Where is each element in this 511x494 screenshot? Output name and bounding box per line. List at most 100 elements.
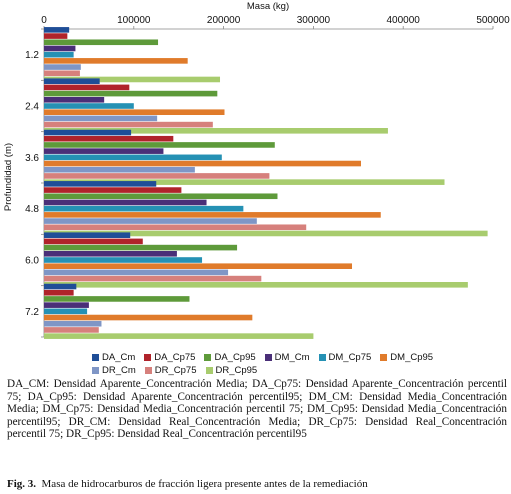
bar-da-cp95-2-4	[44, 90, 218, 97]
x-tick-label: 300000	[297, 15, 331, 26]
y-tick-label: 7.2	[25, 307, 39, 318]
x-axis-ticks: 0 100000 200000 300000 400000 500000	[41, 15, 510, 29]
bar-dr-cp95-3-6	[44, 179, 445, 185]
bar-dr-cm-2-4	[44, 115, 158, 122]
y-axis-title: Profundidad (m)	[3, 143, 14, 211]
bar-dm-cp75-2-4	[44, 103, 134, 109]
bar-dr-cp75-2-4	[44, 121, 213, 128]
legend-label: DR_Cp75	[154, 365, 197, 376]
x-tick-label: 100000	[117, 15, 151, 26]
bar-dr-cp95-4-8	[44, 230, 488, 237]
bar-da-cp95-4-8	[44, 193, 278, 200]
bar-dr-cp75-1-2	[44, 70, 80, 77]
bar-dr-cm-3-6	[44, 166, 195, 173]
bar-dr-cp75-6-0	[44, 275, 262, 282]
legend-item: DM_Cp75	[318, 351, 372, 364]
legend-item: DR_Cp75	[144, 364, 197, 377]
legend-label: DM_Cp75	[328, 352, 372, 363]
bar-da-cp95-7-2	[44, 296, 190, 302]
bar-chart: Masa (kg) 0 100000 200000 300000 400000 50000…	[3, 1, 510, 339]
x-tick-label: 0	[41, 15, 47, 26]
legend-label: DM_Cp95	[390, 352, 434, 363]
bar-da-cp75-7-2	[44, 289, 74, 296]
legend-label: DA_Cp75	[154, 352, 196, 363]
bar-dm-cm-6-0	[44, 251, 177, 257]
legend-label: DM_Cm	[274, 352, 310, 363]
bar-dr-cp95-7-2	[44, 333, 314, 339]
bar-dm-cm-3-6	[44, 148, 164, 154]
bar-da-cm-3-6	[44, 129, 132, 136]
bar-dr-cp75-4-8	[44, 224, 307, 231]
bar-dm-cm-7-2	[44, 302, 89, 308]
bar-da-cp75-2-4	[44, 84, 130, 91]
bar-dm-cp95-1-2	[44, 58, 188, 64]
legend-item: DA_Cp95	[204, 351, 256, 364]
legend-swatch	[380, 354, 388, 361]
figure-text: Masa de hidrocarburos de fracción ligera…	[41, 478, 368, 490]
x-axis-title: Masa (kg)	[247, 1, 289, 12]
legend-item: DM_Cm	[264, 351, 310, 364]
bar-da-cm-1-2	[44, 27, 70, 33]
bar-da-cm-7-2	[44, 283, 77, 290]
bar-da-cp95-1-2	[44, 39, 159, 46]
bar-dr-cm-6-0	[44, 269, 229, 276]
legend-swatch	[92, 367, 99, 374]
legend-swatch	[204, 354, 212, 361]
legend-swatch	[318, 354, 326, 361]
legend-label: DR_Cm	[102, 365, 136, 376]
bar-dm-cp75-4-8	[44, 205, 244, 212]
figure-label: Fig. 3.	[7, 478, 37, 490]
legend-swatch	[144, 367, 152, 374]
bar-da-cp75-3-6	[44, 135, 174, 142]
bar-dr-cp95-2-4	[44, 128, 388, 134]
legend-item: DM_Cp95	[380, 351, 433, 364]
legend-label: DR_Cp95	[215, 365, 258, 376]
bar-dr-cm-1-2	[44, 64, 81, 70]
y-tick-label: 6.0	[25, 256, 39, 267]
bar-da-cp75-4-8	[44, 187, 182, 193]
legend-swatch	[92, 354, 99, 361]
bar-dm-cm-2-4	[44, 97, 105, 103]
bar-dm-cp75-7-2	[44, 308, 88, 315]
legend-item: DR_Cm	[92, 364, 136, 377]
bar-dm-cp95-3-6	[44, 160, 361, 167]
caption-text: DA_CM: Densidad Aparente_Concentración M…	[7, 378, 507, 441]
bar-da-cp75-1-2	[44, 33, 68, 39]
legend-item: DR_Cp95	[205, 364, 258, 377]
bar-dm-cm-4-8	[44, 199, 207, 206]
y-tick-label: 4.8	[25, 204, 39, 215]
x-tick-label: 200000	[207, 15, 241, 26]
bar-dm-cp95-6-0	[44, 263, 353, 269]
bar-dm-cp75-3-6	[44, 154, 222, 161]
bar-da-cp95-6-0	[44, 244, 238, 251]
bar-dr-cm-7-2	[44, 320, 102, 327]
legend: DA_Cm DA_Cp75 DA_Cp95 DM_Cm DM_Cp75 DM_Cp95 DR…	[92, 351, 492, 377]
figure-caption: Fig. 3. Masa de hidrocarburos de fracció…	[7, 478, 507, 490]
x-tick-label: 500000	[476, 15, 510, 26]
bar-dm-cp75-1-2	[44, 51, 74, 58]
bar-da-cp95-3-6	[44, 142, 275, 148]
legend-label: DA_Cp95	[214, 352, 256, 363]
legend-label: DA_Cm	[102, 352, 136, 363]
y-tick-label: 3.6	[25, 153, 39, 164]
legend-item: DA_Cm	[92, 351, 135, 364]
legend-swatch	[264, 354, 272, 361]
bar-dm-cp95-2-4	[44, 109, 225, 115]
bar-dr-cp75-7-2	[44, 327, 99, 333]
bar-dr-cp95-1-2	[44, 76, 221, 83]
bar-dm-cm-1-2	[44, 45, 76, 52]
bars	[44, 27, 488, 339]
bar-dr-cp75-3-6	[44, 173, 270, 179]
legend-swatch	[144, 354, 152, 361]
legend-item: DA_Cp75	[144, 351, 195, 364]
bar-dm-cp95-4-8	[44, 212, 381, 218]
y-tick-label: 2.4	[25, 102, 39, 113]
x-tick-label: 400000	[387, 15, 421, 26]
bar-dr-cp95-6-0	[44, 282, 468, 288]
bar-da-cm-2-4	[44, 78, 100, 84]
bar-dr-cm-4-8	[44, 218, 257, 224]
bar-da-cm-4-8	[44, 181, 157, 187]
bar-da-cm-6-0	[44, 232, 131, 238]
y-tick-label: 1.2	[25, 50, 39, 61]
y-axis-ticks: 1.2 2.4 3.6 4.8 6.0 7.2	[25, 28, 44, 338]
